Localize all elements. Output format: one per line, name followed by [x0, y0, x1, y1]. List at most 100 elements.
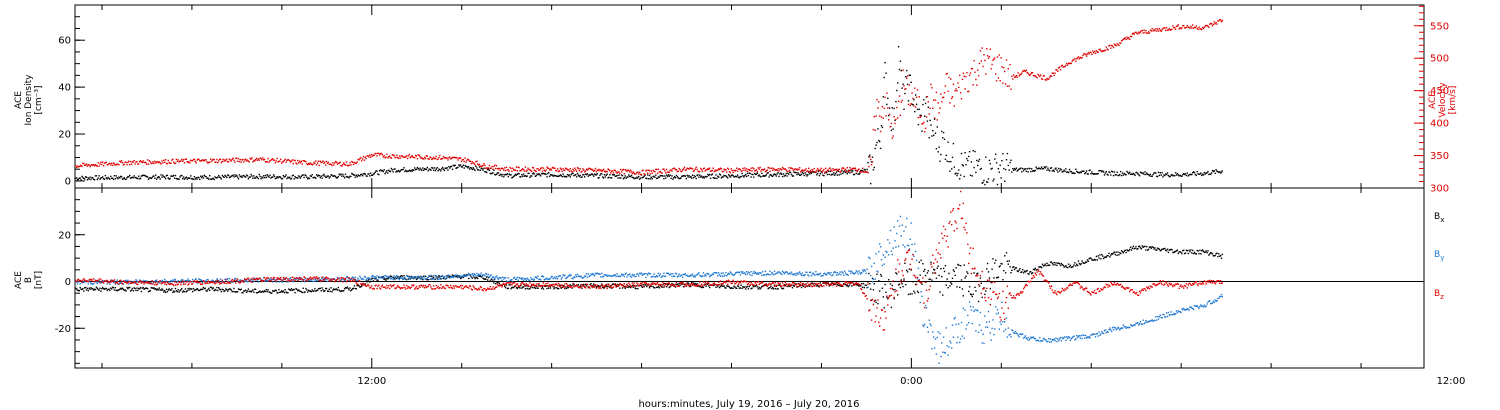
- data-point: [540, 287, 543, 290]
- data-point: [320, 290, 322, 292]
- data-point: [930, 124, 932, 126]
- data-point: [673, 177, 675, 179]
- data-point: [688, 283, 690, 285]
- x-tick-label: 12:00: [1437, 376, 1466, 387]
- data-point: [447, 169, 449, 171]
- data-point: [888, 119, 890, 121]
- data-point: [912, 281, 914, 283]
- data-point: [180, 280, 182, 282]
- data-point: [817, 274, 820, 276]
- data-point: [619, 287, 621, 289]
- data-point: [788, 167, 790, 169]
- data-point: [1190, 249, 1192, 251]
- data-point: [870, 158, 872, 161]
- data-point: [177, 280, 179, 282]
- data-point: [1196, 171, 1198, 173]
- data-point: [736, 271, 738, 274]
- data-point: [507, 175, 509, 178]
- data-point: [218, 158, 221, 160]
- data-point: [857, 173, 859, 175]
- data-point: [494, 278, 496, 280]
- data-point: [744, 174, 746, 177]
- data-point: [303, 291, 305, 294]
- data-point: [951, 324, 954, 326]
- data-point: [787, 285, 789, 288]
- data-point: [560, 287, 562, 289]
- data-point: [248, 161, 250, 163]
- data-point: [466, 159, 468, 162]
- data-point: [692, 170, 695, 173]
- data-point: [137, 177, 139, 180]
- data-point: [334, 176, 337, 178]
- data-point: [781, 173, 783, 175]
- data-point: [252, 161, 254, 163]
- data-point: [191, 178, 193, 180]
- data-point: [740, 271, 742, 273]
- data-point: [636, 273, 638, 275]
- data-point: [1000, 177, 1002, 179]
- data-point: [918, 261, 920, 263]
- data-point: [662, 175, 664, 177]
- data-point: [1072, 171, 1074, 174]
- data-point: [536, 277, 538, 279]
- data-point: [737, 271, 740, 273]
- data-point: [974, 150, 976, 153]
- data-point: [1119, 252, 1121, 254]
- data-point: [526, 175, 528, 177]
- data-point: [508, 173, 510, 175]
- data-point: [155, 288, 157, 290]
- data-point: [86, 287, 89, 290]
- data-point: [509, 166, 511, 169]
- data-point: [210, 286, 213, 289]
- data-point: [1120, 42, 1122, 44]
- x-tick-label: 12:00: [357, 376, 386, 387]
- data-point: [278, 281, 280, 283]
- data-point: [981, 182, 983, 184]
- data-point: [790, 271, 793, 273]
- data-point: [485, 167, 487, 169]
- data-point: [531, 170, 533, 172]
- data-point: [947, 354, 949, 356]
- data-point: [881, 264, 884, 267]
- data-point: [1140, 30, 1143, 32]
- data-point: [610, 275, 612, 277]
- data-point: [587, 175, 589, 177]
- data-point: [1128, 37, 1130, 39]
- data-point: [579, 174, 581, 177]
- data-point: [117, 178, 119, 180]
- data-point: [791, 168, 794, 170]
- data-point: [872, 169, 875, 171]
- data-point: [272, 174, 275, 176]
- data-point: [834, 174, 836, 176]
- data-point: [771, 175, 773, 177]
- data-point: [167, 289, 169, 291]
- data-point: [291, 289, 294, 291]
- data-point: [534, 175, 536, 177]
- data-point: [189, 280, 191, 282]
- data-point: [841, 168, 843, 170]
- data-point: [757, 273, 759, 275]
- data-point: [155, 161, 158, 163]
- data-point: [451, 168, 454, 170]
- data-point: [705, 285, 707, 287]
- data-point: [272, 158, 274, 160]
- data-point: [816, 284, 819, 287]
- data-point: [468, 168, 471, 170]
- data-point: [1029, 271, 1031, 273]
- data-point: [964, 152, 966, 154]
- data-point: [650, 276, 652, 278]
- data-point: [477, 275, 480, 277]
- data-point: [281, 161, 284, 163]
- data-point: [729, 171, 732, 174]
- data-point: [813, 171, 815, 173]
- data-point: [379, 170, 381, 172]
- data-point: [1213, 255, 1215, 257]
- data-point: [191, 160, 193, 162]
- data-point: [735, 287, 737, 289]
- data-point: [142, 174, 144, 176]
- data-point: [498, 282, 500, 285]
- data-point: [294, 291, 296, 294]
- data-point: [193, 289, 196, 292]
- data-point: [931, 135, 933, 137]
- data-point: [443, 157, 446, 159]
